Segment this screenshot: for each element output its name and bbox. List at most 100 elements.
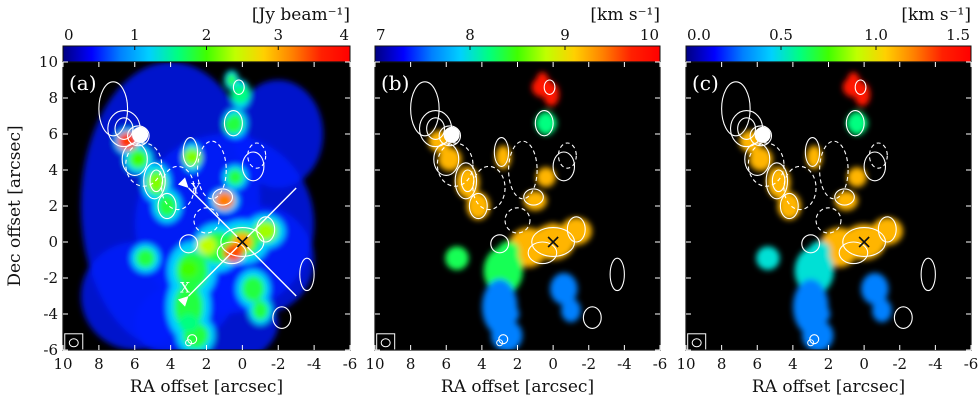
- contours: [98, 79, 315, 345]
- region-value-northern-tip: [842, 77, 865, 98]
- x-tick-label: 2: [513, 355, 523, 373]
- x-tick-label: 10: [676, 355, 695, 373]
- y-tick-label: 2: [48, 197, 58, 215]
- x-tick-label: -4: [617, 355, 632, 373]
- colorbar-unit-label: [Jy beam⁻¹]: [252, 5, 350, 25]
- contours: [721, 79, 936, 345]
- x-tick-label: 0: [548, 355, 558, 373]
- beam-box: [687, 333, 707, 353]
- x-tick-label: 4: [788, 355, 798, 373]
- emission-map: [428, 72, 592, 350]
- colorbar-tick-label: 1: [130, 26, 140, 44]
- emission-peak: [128, 150, 149, 169]
- x-tick-label: 8: [406, 355, 416, 373]
- panel-2: 7 8 9 10[km s⁻¹](b)10 8 6 4 2 0 -2 -4 -6RA offset […: [365, 5, 667, 397]
- center-marker: [236, 236, 248, 248]
- contours: [410, 79, 625, 345]
- x-tick-label: 10: [53, 355, 72, 373]
- y-tick-label: 8: [48, 89, 58, 107]
- plot-area: [375, 62, 660, 350]
- region-value-north-blob: [535, 113, 557, 134]
- x-tick-label: -6: [343, 355, 358, 373]
- y-tick-label: -4: [43, 305, 58, 323]
- emission-peak: [196, 236, 217, 255]
- y-tick-label: 0: [48, 233, 58, 251]
- colorbar-tick-label: 10: [640, 26, 659, 44]
- panel-label: (b): [381, 71, 409, 95]
- beam-ellipse: [68, 338, 79, 348]
- bright-source: [443, 126, 460, 143]
- plot-area: [686, 62, 971, 350]
- beam-ellipse: [691, 338, 702, 348]
- emission-map: [739, 72, 903, 350]
- panel-1: 0 1 2 3 4[Jy beam⁻¹]YX(a)10 8 6 4 2 0 -2 -4 -6-6-4-2…: [5, 5, 357, 397]
- emission-peak: [182, 148, 203, 167]
- colorbar-tick-label: 0.5: [769, 26, 793, 44]
- emission-peak: [255, 222, 276, 241]
- colorbar-tick-label: 0: [64, 26, 74, 44]
- panel-label: (a): [69, 71, 97, 95]
- colorbar-tick-label: 0.0: [687, 26, 711, 44]
- region-value-south-arm: [808, 304, 831, 324]
- x-tick-label: -2: [892, 355, 907, 373]
- small-source: [185, 339, 193, 347]
- x-tick-label: 6: [441, 355, 451, 373]
- y-axis-label: Dec offset [arcsec]: [5, 125, 25, 286]
- colorbar-tick-label: 9: [560, 26, 570, 44]
- x-tick-label: 0: [859, 355, 869, 373]
- x-tick-label: -4: [307, 355, 322, 373]
- x-tick-label: 4: [166, 355, 176, 373]
- emission-peak: [223, 116, 244, 134]
- x-tick-label: 2: [202, 355, 212, 373]
- arrow-head: [177, 296, 189, 307]
- y-tick-label: 6: [48, 125, 58, 143]
- bright-source: [132, 126, 149, 143]
- region-value-east-lobe: [808, 241, 831, 261]
- region-value-northern-tip: [531, 77, 554, 98]
- y-tick-label: 4: [48, 161, 58, 179]
- x-tick-label: -4: [928, 355, 943, 373]
- x-axis-label: RA offset [arcsec]: [130, 377, 283, 397]
- region-value-east-lobe: [497, 241, 520, 261]
- y-tick-label: -6: [43, 341, 58, 359]
- small-source: [807, 339, 815, 347]
- x-tick-label: 8: [717, 355, 727, 373]
- x-tick-label: 2: [824, 355, 834, 373]
- emission-peak: [223, 243, 244, 262]
- colorbar-tick-label: 1.5: [946, 26, 970, 44]
- x-axis-label: RA offset [arcsec]: [441, 377, 594, 397]
- colorbar-tick-label: 3: [273, 26, 283, 44]
- region-value-central: [848, 228, 870, 249]
- center-marker: [858, 236, 870, 248]
- panel-3: 0.0 0.5 1.0 1.5[km s⁻¹] (c) 10 8 6 4 2 0 -2 -4 -6 RA o…: [676, 5, 978, 397]
- bright-source: [754, 126, 771, 143]
- x-tick-label: 6: [752, 355, 762, 373]
- x-tick-label: 8: [94, 355, 104, 373]
- arrow-head: [177, 177, 189, 188]
- beam-ellipse: [380, 338, 391, 348]
- colorbar-tick-label: 7: [376, 26, 386, 44]
- colorbar-tick-label: 1.0: [864, 26, 888, 44]
- colorbar-tick-label: 2: [202, 26, 212, 44]
- region-value-north-blob: [846, 113, 868, 134]
- emission-peak: [178, 260, 199, 278]
- x-tick-label: 4: [477, 355, 487, 373]
- x-tick-label: -2: [581, 355, 596, 373]
- colorbar-tick-label: 8: [465, 26, 475, 44]
- x-tick-label: -6: [653, 355, 668, 373]
- cut-label: Y: [190, 181, 201, 197]
- emission-peak: [178, 314, 199, 332]
- x-tick-label: 10: [365, 355, 384, 373]
- small-source: [496, 339, 504, 347]
- x-tick-label: -2: [271, 355, 286, 373]
- region-value-south-arm: [497, 304, 520, 324]
- panel-label: (c): [692, 71, 719, 95]
- cut-label: X: [180, 280, 190, 296]
- beam-box: [64, 333, 84, 353]
- y-tick-label: -2: [43, 269, 58, 287]
- colorbar-unit-label: [km s⁻¹]: [901, 5, 971, 25]
- x-tick-label: 0: [238, 355, 248, 373]
- colorbar-tick-label: 4: [339, 26, 349, 44]
- colorbar: [685, 45, 972, 63]
